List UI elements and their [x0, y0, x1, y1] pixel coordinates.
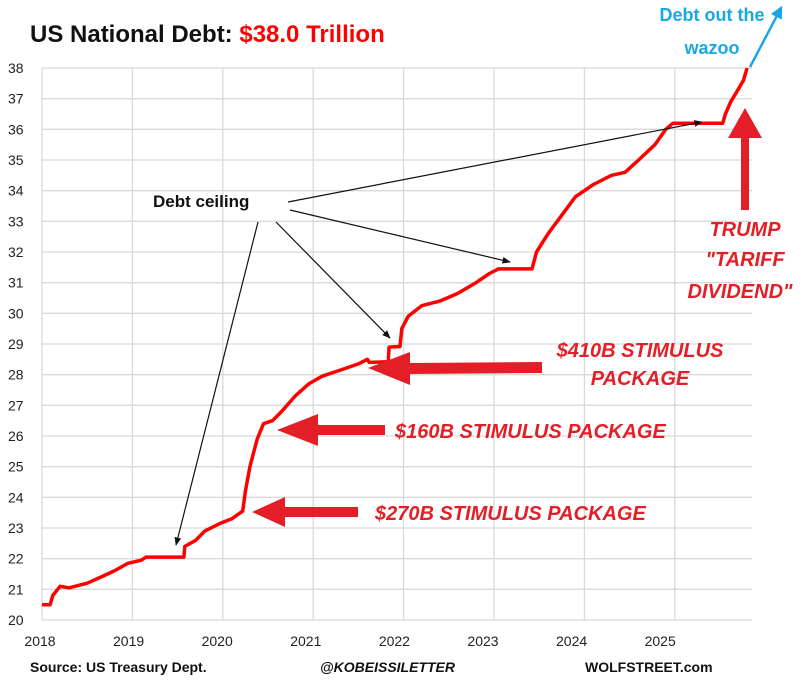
- left-arrow-icon: [277, 414, 385, 446]
- x-tick-label: 2024: [556, 633, 587, 649]
- y-tick-label: 33: [8, 213, 24, 229]
- y-tick-label: 30: [8, 305, 24, 321]
- left-arrow-icon: [252, 497, 358, 527]
- x-axis: 2018 2019 2020 2021 2022 2023 2024 2025: [24, 633, 676, 649]
- x-tick-label: 2018: [24, 633, 55, 649]
- y-tick-label: 37: [8, 91, 24, 107]
- wazoo-annotation: Debt out the wazoo: [660, 5, 783, 68]
- trump-label-1: TRUMP: [709, 219, 781, 241]
- x-tick-label: 2021: [290, 633, 321, 649]
- debt-ceiling-label: Debt ceiling: [153, 192, 249, 211]
- y-tick-label: 20: [8, 612, 24, 628]
- source-note: Source: US Treasury Dept.: [30, 659, 207, 675]
- y-tick-label: 25: [8, 459, 24, 475]
- x-tick-label: 2020: [202, 633, 233, 649]
- y-tick-label: 22: [8, 551, 24, 567]
- stimulus-160-annotation: $160B STIMULUS PACKAGE: [277, 414, 666, 446]
- x-tick-label: 2023: [467, 633, 498, 649]
- y-tick-label: 24: [8, 489, 24, 505]
- y-tick-label: 31: [8, 275, 24, 291]
- stimulus-410-label-2: PACKAGE: [591, 368, 690, 390]
- handle-credit: @KOBEISSILETTER: [320, 659, 456, 675]
- trump-annotation: TRUMP "TARIFF DIVIDEND": [687, 108, 793, 303]
- stimulus-410-annotation: $410B STIMULUS PACKAGE: [368, 340, 724, 390]
- trump-label-3: DIVIDEND": [687, 281, 793, 303]
- stimulus-410-label: $410B STIMULUS: [556, 340, 724, 362]
- stimulus-160-label: $160B STIMULUS PACKAGE: [394, 421, 666, 443]
- debt-line: [42, 67, 749, 607]
- y-tick-label: 23: [8, 520, 24, 536]
- y-tick-label: 34: [8, 183, 24, 199]
- debt-ceiling-arrow-2021: [275, 221, 391, 339]
- y-tick-label: 26: [8, 428, 24, 444]
- wazoo-label-2: wazoo: [683, 38, 739, 58]
- wazoo-label-1: Debt out the: [660, 5, 765, 25]
- y-tick-label: 28: [8, 367, 24, 383]
- debt-ceiling-arrow-2019: [174, 221, 259, 546]
- x-tick-label: 2019: [113, 633, 144, 649]
- y-tick-label: 32: [8, 244, 24, 260]
- x-tick-label: 2022: [379, 633, 410, 649]
- left-arrow-icon: [368, 352, 542, 385]
- y-axis: 20 21 22 23 24 25 26 27 28 29 30 31 32 33 34 35 36 37 38: [8, 60, 24, 628]
- stimulus-270-label: $270B STIMULUS PACKAGE: [374, 503, 646, 525]
- y-tick-label: 29: [8, 336, 24, 352]
- stimulus-270-annotation: $270B STIMULUS PACKAGE: [252, 497, 646, 527]
- x-tick-label: 2025: [645, 633, 676, 649]
- chart-title: US National Debt: $38.0 Trillion: [30, 21, 385, 48]
- y-tick-label: 38: [8, 60, 24, 76]
- up-right-arrow-icon: [748, 5, 783, 68]
- site-credit: WOLFSTREET.com: [585, 659, 713, 675]
- y-tick-label: 36: [8, 121, 24, 137]
- debt-ceiling-arrow-2023: [289, 209, 511, 264]
- y-tick-label: 27: [8, 397, 24, 413]
- debt-ceiling-arrow-2025: [287, 120, 703, 203]
- up-arrow-icon: [728, 108, 762, 210]
- trump-label-2: "TARIFF: [705, 249, 785, 271]
- gridlines: [41, 67, 752, 621]
- debt-ceiling-annotation: Debt ceiling: [153, 120, 703, 546]
- y-tick-label: 35: [8, 152, 24, 168]
- y-tick-label: 21: [8, 581, 24, 597]
